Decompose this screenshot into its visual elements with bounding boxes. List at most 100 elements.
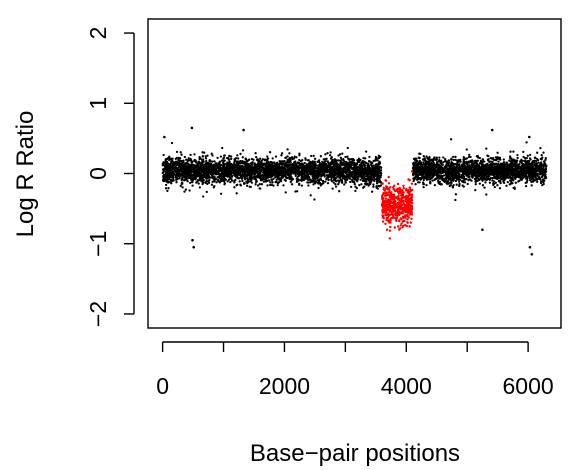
data-point (361, 179, 365, 183)
data-point (313, 170, 316, 174)
data-point (216, 176, 219, 179)
data-point (502, 174, 505, 177)
data-point (181, 174, 185, 177)
data-point (247, 164, 250, 167)
data-points (161, 126, 548, 256)
data-point (367, 159, 371, 163)
data-point (288, 156, 292, 160)
data-point (368, 155, 371, 159)
data-point (199, 173, 203, 177)
data-point (413, 177, 416, 180)
data-point (360, 183, 363, 186)
data-point (352, 181, 356, 184)
data-point (489, 156, 492, 160)
data-point (271, 157, 274, 160)
data-point (180, 153, 183, 156)
data-point (425, 155, 428, 158)
data-point (274, 155, 278, 158)
data-point (445, 160, 449, 163)
data-point (509, 157, 512, 160)
data-point (293, 164, 296, 168)
data-point (247, 170, 250, 173)
data-point (355, 186, 359, 190)
data-point (324, 180, 327, 183)
data-point (454, 179, 458, 183)
data-point (310, 154, 313, 158)
data-point (314, 174, 317, 177)
data-point (516, 173, 519, 176)
data-point (203, 163, 206, 167)
data-point (540, 153, 543, 157)
data-point (262, 162, 266, 165)
data-point (222, 162, 225, 165)
data-point (424, 158, 427, 162)
data-point (505, 161, 508, 164)
data-point (189, 153, 192, 157)
data-point (258, 159, 261, 163)
data-point (328, 154, 332, 157)
data-point (447, 159, 451, 162)
data-point (309, 173, 313, 176)
data-point (353, 170, 356, 173)
data-point (268, 164, 271, 167)
data-point (491, 157, 495, 160)
data-point (303, 161, 306, 165)
data-point (251, 161, 254, 164)
data-point (342, 161, 345, 165)
data-point (362, 156, 365, 160)
data-point (230, 157, 233, 161)
data-point (210, 176, 214, 179)
data-point (333, 163, 336, 167)
data-point (309, 194, 312, 197)
data-point (422, 154, 425, 158)
data-point (474, 183, 477, 186)
data-point (183, 190, 186, 193)
data-point (259, 170, 262, 174)
data-point (256, 184, 260, 187)
data-point (516, 159, 519, 162)
data-point (491, 160, 494, 164)
data-point (535, 168, 539, 171)
data-point (326, 160, 329, 163)
data-point (195, 171, 198, 174)
data-point (213, 185, 216, 188)
data-point (466, 165, 470, 168)
data-point (360, 167, 364, 170)
data-point (510, 171, 513, 175)
data-point (484, 181, 487, 184)
data-point (175, 168, 179, 171)
data-point (374, 158, 377, 161)
data-point (496, 184, 499, 187)
data-point (364, 150, 368, 153)
data-point (356, 170, 359, 173)
data-point (348, 177, 352, 180)
data-point (495, 176, 499, 180)
data-point (450, 160, 453, 164)
data-point (359, 178, 362, 181)
data-point (341, 177, 345, 180)
data-point (541, 156, 544, 159)
data-point (481, 160, 484, 164)
data-point (522, 150, 525, 154)
data-point (525, 156, 528, 160)
data-point (235, 184, 238, 187)
data-point (524, 184, 528, 188)
data-point (425, 170, 429, 173)
data-point (316, 176, 319, 179)
data-point (273, 173, 277, 177)
data-point (325, 173, 329, 177)
data-point (520, 158, 523, 161)
data-point (178, 160, 181, 163)
data-point (436, 168, 439, 171)
data-point (262, 169, 265, 172)
data-point (269, 176, 272, 179)
data-point (350, 173, 354, 176)
data-point (499, 158, 502, 161)
data-point (493, 162, 496, 165)
data-point (243, 181, 246, 185)
data-point (340, 181, 344, 184)
data-point (455, 183, 458, 186)
data-point (475, 176, 478, 180)
data-point (422, 178, 425, 182)
data-point (202, 178, 205, 182)
